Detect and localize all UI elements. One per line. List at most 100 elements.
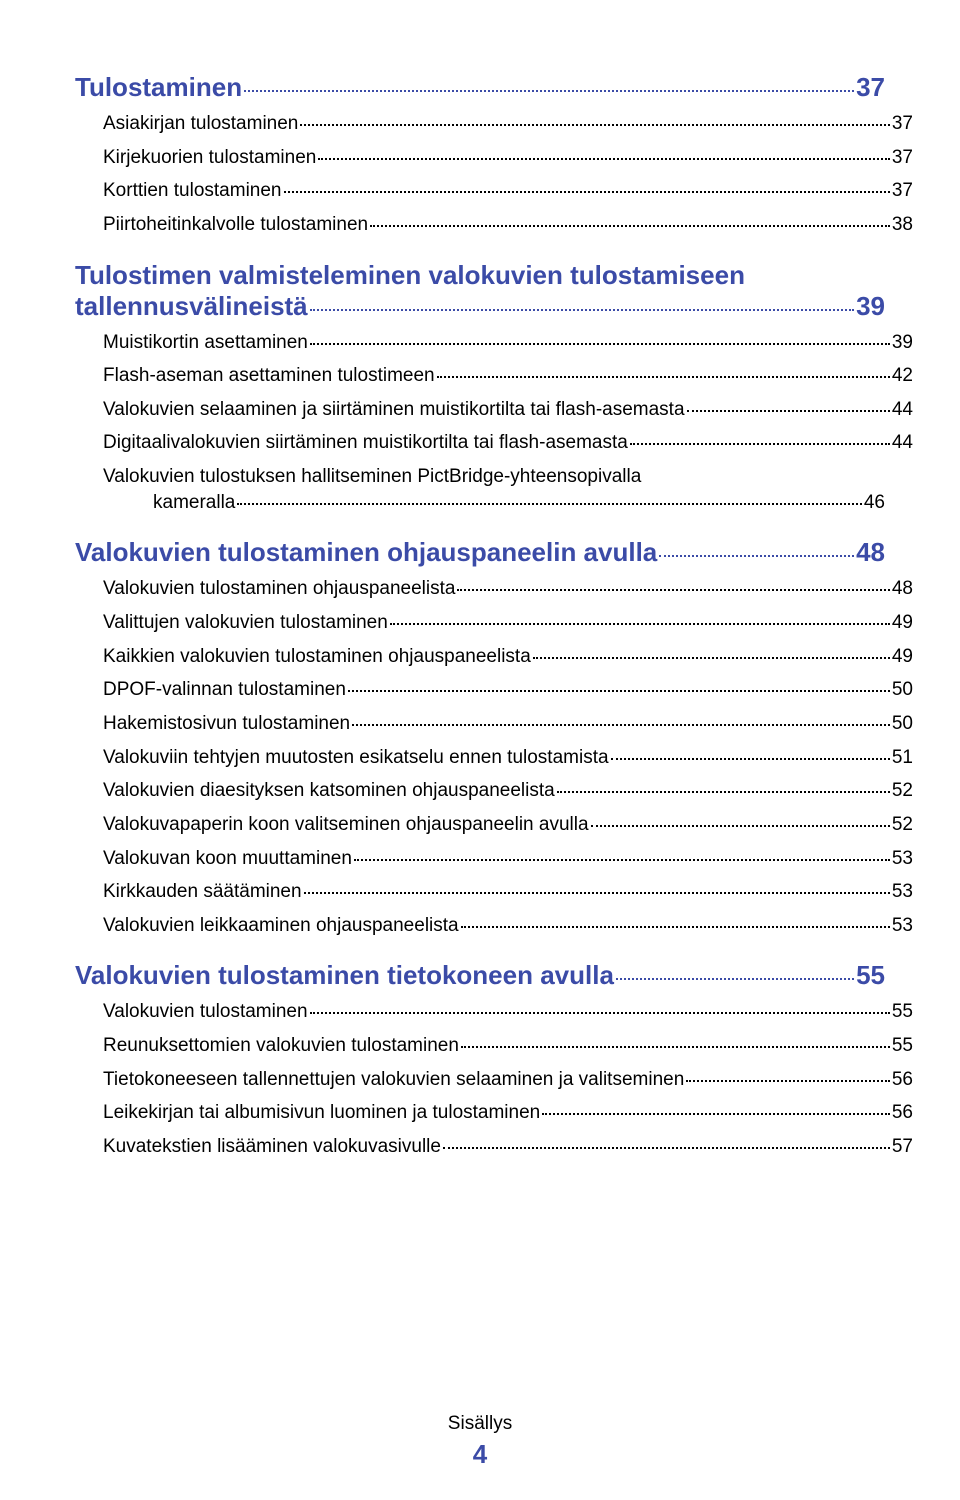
toc-page-number: 55 [892,1033,913,1059]
toc-page-number: 39 [892,330,913,356]
toc-label: Valokuvien diaesityksen katsominen ohjau… [103,778,555,804]
footer-page-number: 4 [0,1439,960,1470]
toc-label: Reunuksettomien valokuvien tulostaminen [103,1033,459,1059]
toc-page-number: 57 [892,1134,913,1160]
toc-page-number: 50 [892,677,913,703]
toc-leader-dots [284,191,890,193]
toc-label: DPOF-valinnan tulostaminen [103,677,346,703]
toc-page-number: 44 [892,397,913,423]
page-footer: Sisällys 4 [0,1413,960,1470]
toc-leader-dots [443,1147,890,1149]
toc-page-number: 55 [892,999,913,1025]
toc-label: Valokuvan koon muuttaminen [103,846,352,872]
toc-leader-dots [542,1113,890,1115]
toc-leader-dots [533,657,890,659]
toc-page-number: 44 [892,430,913,456]
toc-page-number: 53 [892,879,913,905]
toc-leader-dots [659,555,854,557]
toc-leader-dots [591,825,890,827]
toc-entry: Kuvatekstien lisääminen valokuvasivulle 5… [103,1134,913,1160]
toc-label: Valokuvien leikkaaminen ohjauspaneelista [103,913,459,939]
toc-entry: Leikekirjan tai albumisivun luominen ja … [103,1100,913,1126]
toc-leader-dots [686,1080,890,1082]
toc-page-number: 50 [892,711,913,737]
toc-label: Valittujen valokuvien tulostaminen [103,610,388,636]
toc-entry: Tietokoneeseen tallennettujen valokuvien… [103,1067,913,1093]
toc-leader-dots [437,376,890,378]
toc-leader-dots [318,158,890,160]
toc-entry: Flash-aseman asettaminen tulostimeen 42 [103,363,913,389]
toc-entry: Valokuvien tulostaminen 55 [103,999,913,1025]
toc-entry: Muistikortin asettaminen 39 [103,330,913,356]
toc-label: kameralla [153,490,235,516]
toc-label: Valokuvien tulostaminen ohjauspaneelin a… [75,537,657,568]
toc-entry: Hakemistosivun tulostaminen50 [103,711,913,737]
toc-leader-dots [370,225,890,227]
toc-page-number: 52 [892,778,913,804]
toc-page-number: 38 [892,212,913,238]
footer-section-label: Sisällys [0,1413,960,1435]
toc-entry: Kaikkien valokuvien tulostaminen ohjausp… [103,644,913,670]
toc-page-number: 48 [856,537,885,568]
toc-page-number: 56 [892,1100,913,1126]
toc-label: Tulostaminen [75,72,242,103]
toc-label: Valokuvien tulostuksen hallitseminen Pic… [103,464,885,490]
toc-label: Flash-aseman asettaminen tulostimeen [103,363,435,389]
toc-leader-dots [310,1012,890,1014]
toc-heading: Tulostimen valmisteleminen valokuvien tu… [75,260,885,322]
toc-page-number: 56 [892,1067,913,1093]
toc-page-number: 37 [892,111,913,137]
toc-entry: Valokuviin tehtyjen muutosten esikatselu… [103,745,913,771]
toc-page-number: 37 [856,72,885,103]
toc-entry: Kirkkauden säätäminen 53 [103,879,913,905]
toc-leader-dots [461,926,890,928]
toc-page-number: 49 [892,644,913,670]
toc-label: Valokuvien selaaminen ja siirtäminen mui… [103,397,685,423]
toc-label: Tulostimen valmisteleminen valokuvien tu… [75,260,885,291]
toc-leader-dots [390,623,890,625]
toc-leader-dots [310,343,890,345]
toc-label: Piirtoheitinkalvolle tulostaminen [103,212,368,238]
toc-entry: Valokuvien tulostuksen hallitseminen Pic… [103,464,885,515]
toc-entry: Valokuvien selaaminen ja siirtäminen mui… [103,397,913,423]
toc-leader-dots [557,791,890,793]
toc-label: Valokuvien tulostaminen [103,999,308,1025]
toc-heading: Tulostaminen 37 [75,72,885,103]
toc-label: Valokuvien tulostaminen ohjauspaneelista [103,576,455,602]
toc-entry: Korttien tulostaminen37 [103,178,913,204]
toc-leader-dots [244,90,854,92]
toc-page-number: 42 [892,363,913,389]
toc-label: tallennusvälineistä [75,291,308,322]
toc-page-number: 48 [892,576,913,602]
toc-leader-dots [348,690,890,692]
toc-label: Leikekirjan tai albumisivun luominen ja … [103,1100,540,1126]
toc-leader-dots [630,443,890,445]
toc-page-number: 37 [892,178,913,204]
toc-entry: Kirjekuorien tulostaminen37 [103,145,913,171]
toc-page-number: 49 [892,610,913,636]
toc-leader-dots [237,503,861,505]
toc-page-number: 53 [892,913,913,939]
toc-page-number: 53 [892,846,913,872]
toc-page-number: 39 [856,291,885,322]
toc-label: Kaikkien valokuvien tulostaminen ohjausp… [103,644,531,670]
toc-entry: Valittujen valokuvien tulostaminen 49 [103,610,913,636]
toc-entry: Digitaalivalokuvien siirtäminen muistiko… [103,430,913,456]
toc-entry: Reunuksettomien valokuvien tulostaminen 5… [103,1033,913,1059]
toc-entry: Valokuvien tulostaminen ohjauspaneelista… [103,576,913,602]
toc-label: Digitaalivalokuvien siirtäminen muistiko… [103,430,628,456]
toc-label: Valokuvien tulostaminen tietokoneen avul… [75,960,614,991]
toc-label: Kuvatekstien lisääminen valokuvasivulle [103,1134,441,1160]
toc-entry: DPOF-valinnan tulostaminen 50 [103,677,913,703]
toc-label: Valokuvapaperin koon valitseminen ohjaus… [103,812,589,838]
toc-page-number: 51 [892,745,913,771]
toc-leader-dots [457,589,889,591]
toc-label: Asiakirjan tulostaminen [103,111,298,137]
table-of-contents: Tulostaminen 37 Asiakirjan tulostaminen 37 K… [75,72,885,1160]
toc-label: Tietokoneeseen tallennettujen valokuvien… [103,1067,684,1093]
toc-leader-dots [304,892,890,894]
toc-leader-dots [300,124,889,126]
toc-label: Kirkkauden säätäminen [103,879,302,905]
toc-label: Valokuviin tehtyjen muutosten esikatselu… [103,745,609,771]
toc-label: Muistikortin asettaminen [103,330,308,356]
